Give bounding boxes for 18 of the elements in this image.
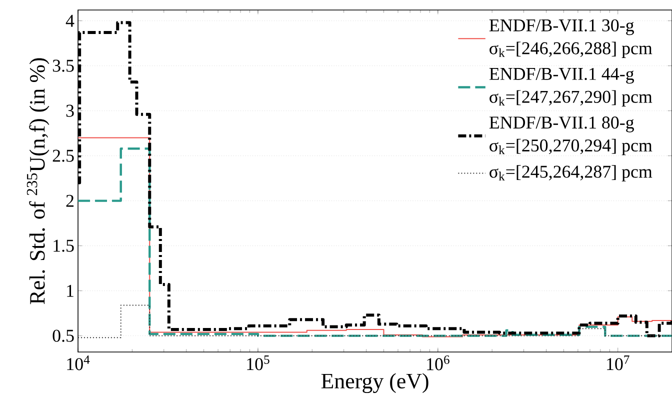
y-tick-label: 1 [67,284,74,297]
y-tick-label: 3 [66,104,74,117]
x-tick-label: 10$^{5}$ [247,356,270,370]
y-tick-label: 0.5 [52,330,74,342]
x-tick-label: 10$^{6}$ [427,356,450,370]
legend-label: σ$_{k}$=[245,264,287] pcm [490,165,652,182]
x-tick-label: 10$^{7}$ [607,356,630,370]
legend-label: ENDF/B-VII.1 30-g σ$_{k}$=[246,266,288] pcm [489,19,652,58]
x-axis-title: Energy (eV) [321,373,428,394]
y-axis-title: Rel. Std. of $^{235}$U(n,f) (in %) [26,58,50,304]
x-tick-label: 10$^{4}$ [67,356,90,370]
y-tick-label: 2 [66,194,74,207]
legend-label: ENDF/B-VII.1 80-g σ$_{k}$=[250,270,294] pcm [489,116,652,156]
y-tick-label: 2.5 [52,150,74,162]
y-tick-label: 4 [66,14,74,27]
y-tick-label: 1.5 [54,240,74,252]
legend-label: ENDF/B-VII.1 44-g σ$_{k}$=[247,267,290] pcm [489,68,652,107]
y-tick-label: 3.5 [52,60,74,72]
